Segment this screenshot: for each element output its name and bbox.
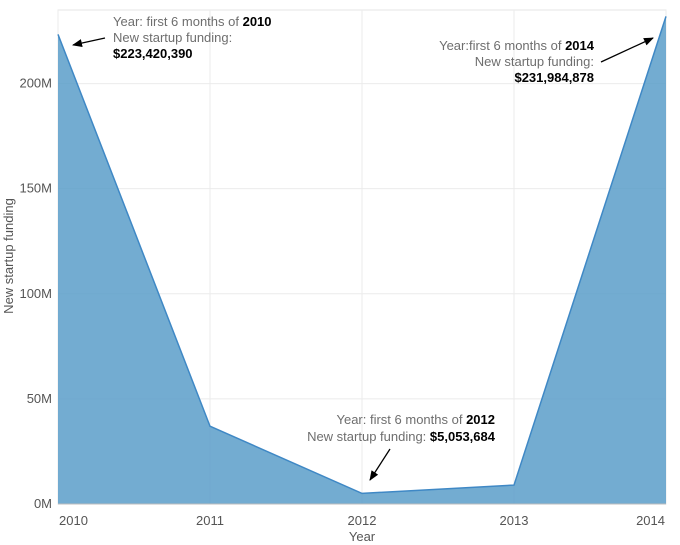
y-tick-label: 200M <box>19 76 52 91</box>
annotation-2012-line1: Year: first 6 months of 2012 <box>336 412 495 427</box>
annotation-2010-line2: New startup funding: <box>113 30 232 45</box>
x-axis-ticks: 2010 2011 2012 2013 2014 <box>59 513 665 528</box>
y-tick-label: 100M <box>19 286 52 301</box>
annotation-2014-arrow <box>600 37 654 63</box>
annotation-2012: Year: first 6 months of 2012 New startup… <box>307 412 496 481</box>
y-axis-title: New startup funding <box>1 198 16 314</box>
x-axis-title: Year <box>349 529 376 544</box>
annotation-2014-line1: Year:first 6 months of 2014 <box>439 38 595 53</box>
x-tick-label: 2011 <box>196 513 224 528</box>
x-tick-label: 2012 <box>348 513 377 528</box>
annotation-2010-arrow <box>72 37 106 47</box>
y-tick-label: 50M <box>27 391 52 406</box>
annotation-2014-value: $231,984,878 <box>514 70 594 85</box>
y-tick-label: 0M <box>34 496 52 511</box>
y-tick-label: 150M <box>19 181 52 196</box>
y-axis-ticks: 0M 50M 100M 150M 200M <box>19 76 52 511</box>
area-series <box>58 16 666 505</box>
annotation-2010-value: $223,420,390 <box>113 46 193 61</box>
x-tick-label: 2014 <box>636 513 665 528</box>
annotation-2014: Year:first 6 months of 2014 New startup … <box>439 37 654 85</box>
annotation-2012-arrow <box>369 448 391 481</box>
annotation-2010-line1: Year: first 6 months of 2010 <box>113 14 272 29</box>
x-tick-label: 2013 <box>500 513 529 528</box>
annotation-2014-line2: New startup funding: <box>475 54 594 69</box>
annotation-2010: Year: first 6 months of 2010 New startup… <box>72 14 272 61</box>
x-tick-label: 2010 <box>59 513 88 528</box>
annotation-2012-line2: New startup funding: $5,053,684 <box>307 429 496 444</box>
series-line <box>57 16 667 495</box>
